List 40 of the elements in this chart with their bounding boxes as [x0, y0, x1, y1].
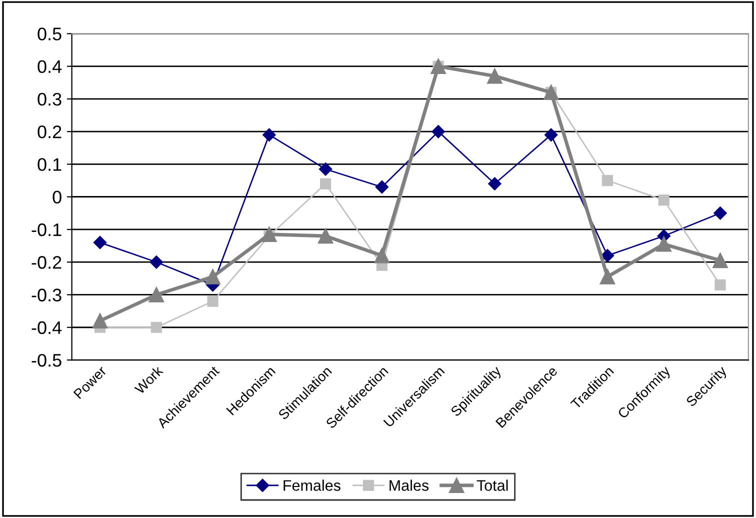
point	[262, 226, 277, 242]
point	[487, 68, 502, 84]
y-tick-label: -0.2	[32, 256, 62, 269]
y-tick-label: -0.4	[32, 321, 62, 334]
point	[148, 287, 164, 302]
point	[262, 128, 276, 142]
y-tick-label: 0.3	[38, 92, 62, 106]
y-tick-label: 0.2	[38, 126, 62, 138]
point	[318, 228, 334, 244]
point	[602, 174, 614, 186]
point	[318, 162, 332, 176]
point	[656, 236, 672, 252]
legend-label: Females	[284, 480, 340, 491]
point	[320, 178, 332, 190]
point	[93, 236, 107, 250]
point	[374, 248, 390, 264]
point	[432, 124, 445, 138]
point	[714, 206, 727, 220]
point	[150, 256, 163, 269]
point	[375, 180, 389, 194]
legend-label: Males	[390, 480, 429, 491]
point	[600, 269, 616, 284]
y-tick-label: 0.1	[38, 158, 62, 171]
point	[92, 313, 108, 328]
point	[150, 322, 162, 333]
y-tick-label: -0.1	[32, 223, 62, 236]
point	[658, 194, 670, 206]
point	[714, 279, 726, 291]
point	[600, 248, 614, 262]
y-tick-label: -0.3	[32, 288, 62, 302]
point	[205, 269, 220, 284]
point	[544, 128, 558, 142]
y-tick-label: 0	[52, 190, 62, 204]
y-tick-label: 0.4	[38, 60, 62, 74]
point	[207, 296, 218, 307]
point	[488, 177, 502, 190]
point	[712, 252, 728, 268]
y-tick-label: -0.5	[32, 354, 62, 367]
legend-label: Total	[476, 480, 508, 491]
y-tick-label: 0.5	[38, 28, 62, 40]
